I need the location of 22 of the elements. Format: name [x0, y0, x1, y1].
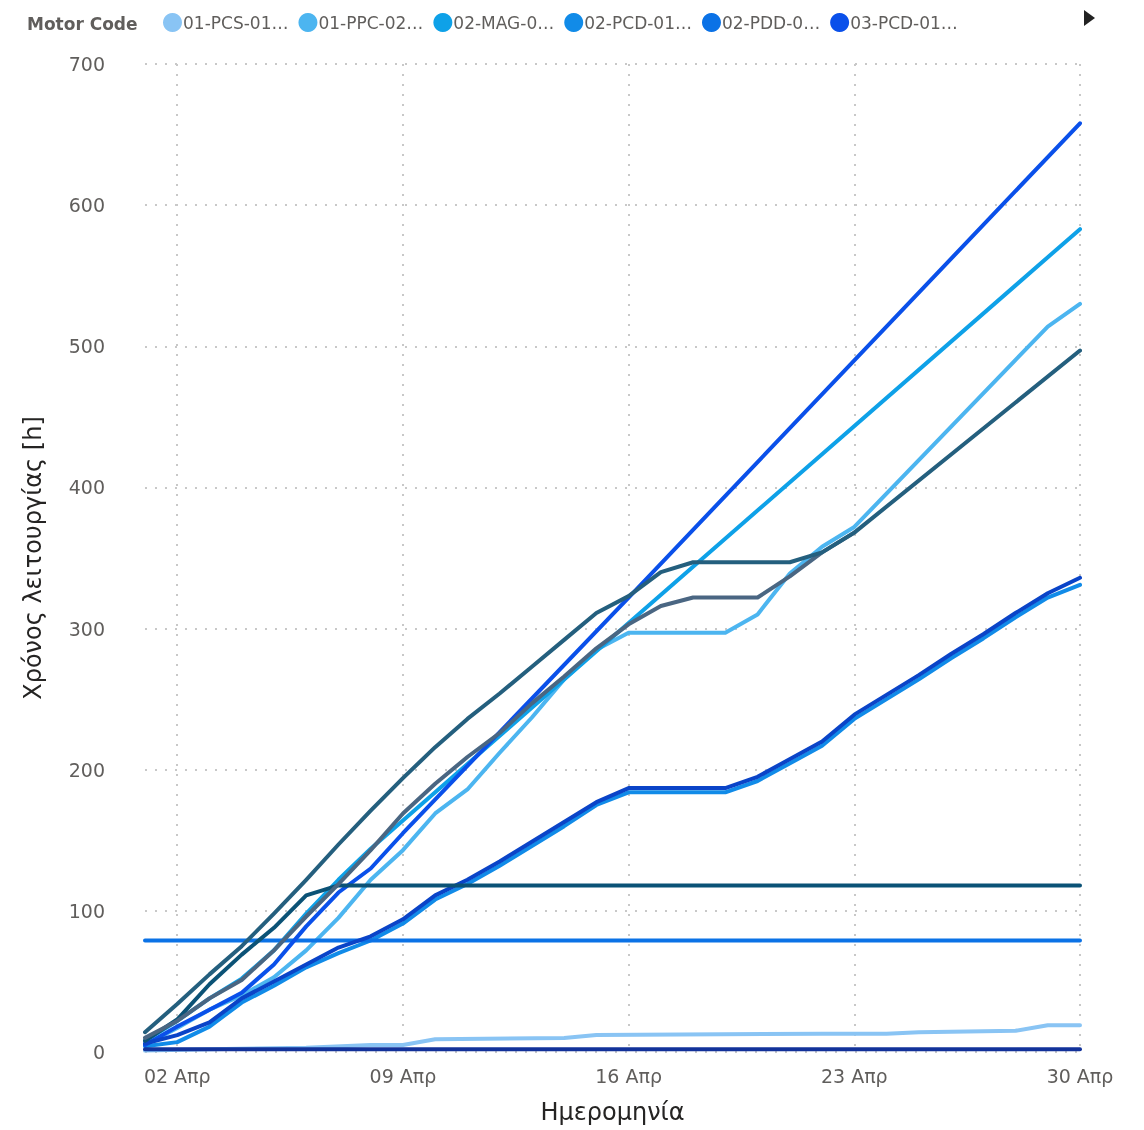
y-tick-label: 300	[68, 617, 105, 640]
x-tick-label: 02 Απρ	[143, 1064, 211, 1087]
x-tick-label: 30 Απρ	[1046, 1064, 1114, 1087]
legend-title: Motor Code	[27, 13, 138, 34]
y-tick-label: 600	[68, 194, 105, 217]
y-tick-label: 700	[68, 53, 105, 75]
legend-label: 02-PCD-01…	[584, 12, 692, 33]
y-tick-label: 100	[68, 899, 105, 922]
legend-label: 01-PCS-01…	[183, 12, 289, 33]
x-tick-label: 23 Απρ	[820, 1064, 888, 1087]
legend-label: 02-MAG-0…	[453, 12, 555, 33]
y-tick-label: 200	[68, 758, 105, 781]
legend-label: 01-PPC-02…	[318, 12, 424, 33]
legend-label: 02-PDD-0…	[721, 12, 821, 33]
y-axis-title: Χρόνος λειτουργίας [h]	[19, 416, 47, 700]
legend-label: 03-PCD-01…	[850, 12, 958, 33]
x-axis-title: Ημερομηνία	[540, 1098, 685, 1126]
y-tick-label: 400	[68, 476, 105, 499]
y-tick-label: 0	[92, 1041, 105, 1063]
x-tick-label: 09 Απρ	[369, 1064, 437, 1087]
x-tick-label: 16 Απρ	[595, 1064, 662, 1087]
y-tick-label: 500	[68, 335, 105, 358]
